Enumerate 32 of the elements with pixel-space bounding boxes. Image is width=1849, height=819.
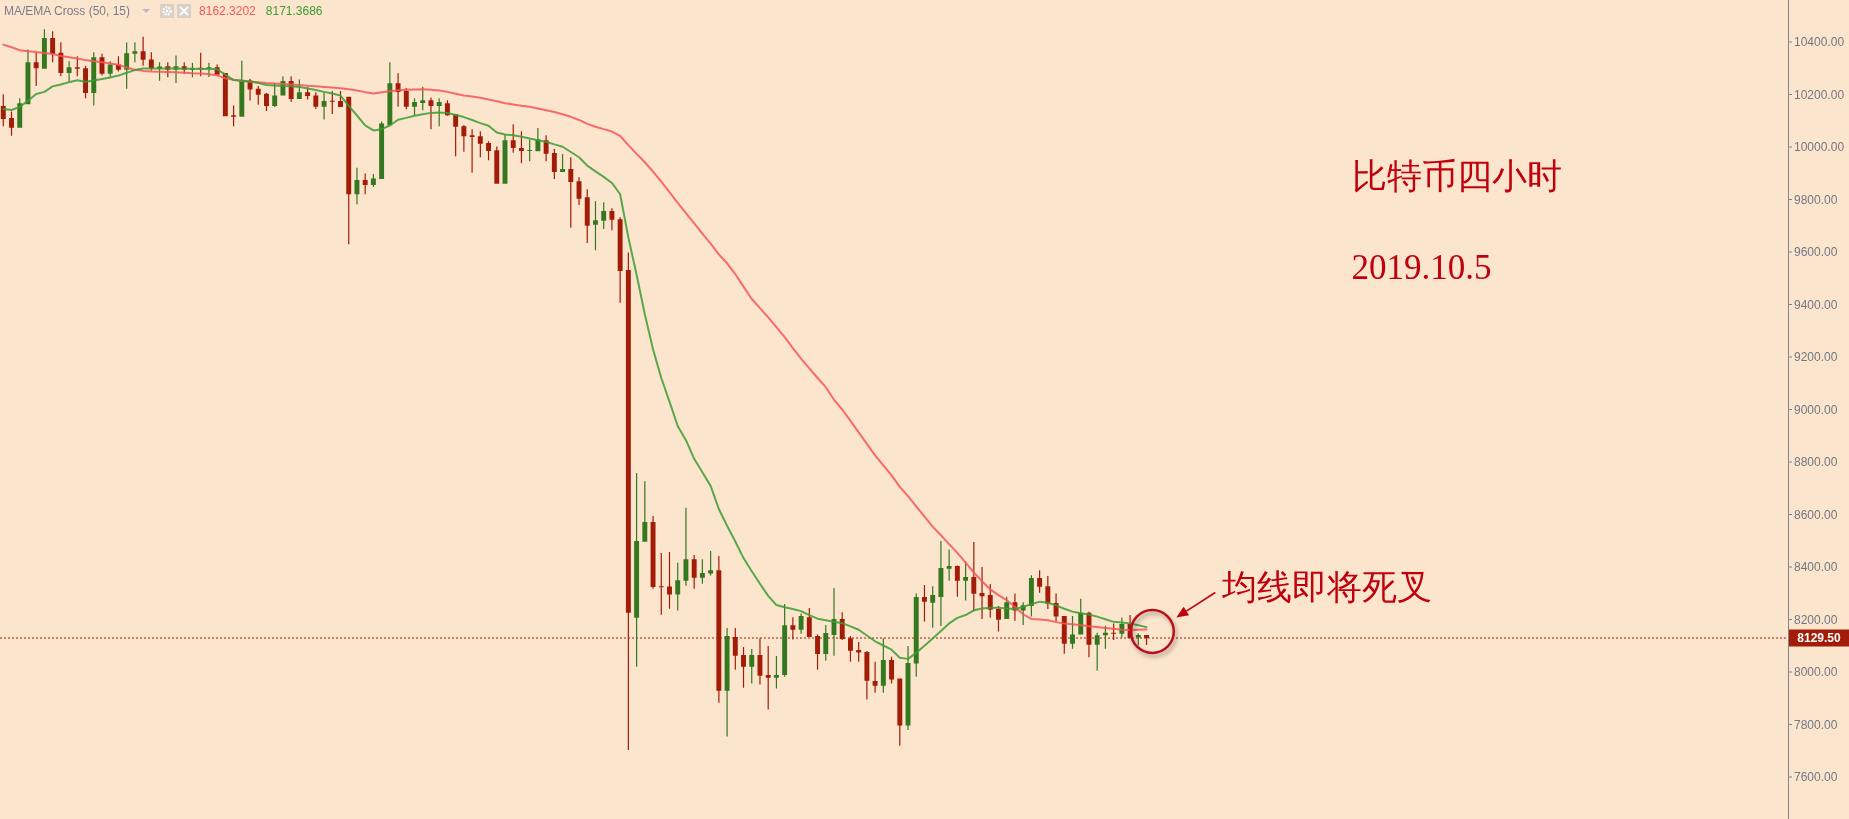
candlestick <box>724 627 730 737</box>
y-tick-label: 8000.00 <box>1794 665 1838 679</box>
y-tick-label: 7800.00 <box>1794 717 1838 732</box>
annotation: 8171.3686 <box>265 4 323 18</box>
candlestick <box>354 167 360 205</box>
y-tick-label: 10000.00 <box>1794 140 1845 154</box>
candlestick <box>428 97 434 130</box>
y-tick-label: 9400.00 <box>1794 297 1838 312</box>
y-tick-label: 8200.00 <box>1794 612 1838 627</box>
annotation: 8162.3202 <box>199 4 257 18</box>
y-tick-label: 8800.00 <box>1794 455 1838 469</box>
ref-line-label: 8129.50 <box>1797 631 1842 646</box>
annotation: MA/EMA Cross (50, 15) <box>4 4 131 18</box>
text: 比特币四小时 <box>1351 157 1562 196</box>
y-tick-label: 10400.00 <box>1794 35 1845 49</box>
y-tick-label: 8600.00 <box>1794 507 1838 522</box>
text: 2019.10.5 <box>1351 248 1492 287</box>
candlestick <box>831 588 837 656</box>
candlestick <box>609 208 615 231</box>
y-tick-label: 10200.00 <box>1794 87 1845 102</box>
y-tick-label: 7600.00 <box>1794 770 1838 784</box>
y-tick-label: 9600.00 <box>1794 245 1838 259</box>
y-tick-label: 8400.00 <box>1794 560 1838 574</box>
y-tick-label: 9000.00 <box>1794 402 1838 417</box>
candlestick <box>321 92 327 120</box>
candlestick <box>979 567 985 619</box>
candlestick <box>683 507 689 586</box>
text: 均线即将死叉 <box>1221 567 1433 607</box>
candlestick <box>66 61 72 82</box>
candlestick <box>938 541 944 627</box>
y-tick-label: 9800.00 <box>1794 192 1838 207</box>
y-tick-label: 9200.00 <box>1794 350 1838 364</box>
